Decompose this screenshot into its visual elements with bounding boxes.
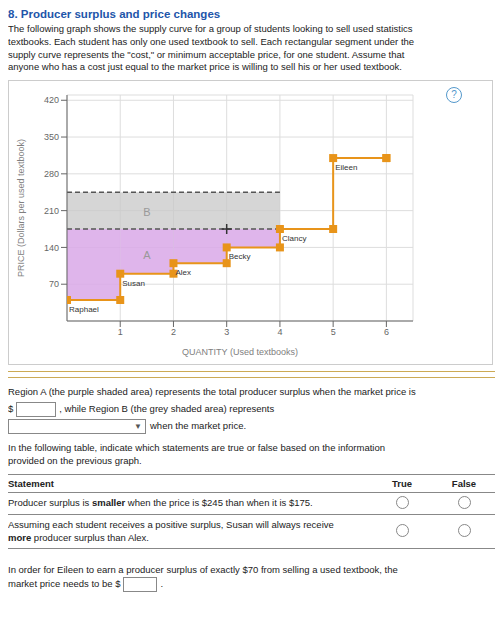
svg-text:Susan: Susan <box>122 279 145 288</box>
html-text:when the market price.: when the market price. <box>150 420 247 432</box>
html-text:True: True <box>392 477 412 489</box>
svg-text:Clancy: Clancy <box>282 234 306 243</box>
html-text:Producer surplus is smaller wh: Producer surplus is smaller when the pri… <box>8 496 313 508</box>
html-text:In order for Eileen to earn a: In order for Eileen to earn a producer s… <box>8 564 398 590</box>
svg-text:280: 280 <box>44 169 59 179</box>
html-text:The following graph shows the: The following graph shows the supply cur… <box>8 23 415 73</box>
svg-text:B: B <box>143 206 150 218</box>
svg-text:210: 210 <box>44 206 59 216</box>
svg-text:A: A <box>143 250 151 262</box>
html-text:Region A (the purple shaded ar: Region A (the purple shaded area) repres… <box>8 386 416 398</box>
html-text:False: False <box>451 477 477 489</box>
svg-text:Alex: Alex <box>175 268 191 277</box>
svg-text:1: 1 <box>118 328 123 338</box>
svg-text:2: 2 <box>171 328 176 338</box>
svg-text:350: 350 <box>44 132 59 142</box>
svg-text:5: 5 <box>331 328 336 338</box>
svg-text:PRICE (Dollars per used textbo: PRICE (Dollars per used textbook) <box>16 139 26 277</box>
svg-text:Becky: Becky <box>229 253 251 262</box>
html-text:, while Region B (the grey sha: , while Region B (the grey shaded area) … <box>59 403 275 415</box>
svg-text:4: 4 <box>277 328 282 338</box>
svg-text:70: 70 <box>49 280 59 290</box>
html-text:Assuming each student receives: Assuming each student receives a positiv… <box>8 518 334 530</box>
html-text:8. Producer surplus and price: 8. Producer surplus and price changes <box>8 8 221 20</box>
svg-text:420: 420 <box>44 96 59 106</box>
html-text:Statement: Statement <box>8 477 54 489</box>
svg-text:Eileen: Eileen <box>335 163 357 172</box>
html-text:more producer surplus than Ale: more producer surplus than Alex. <box>8 531 149 543</box>
html-text:In the following table, indica: In the following table, indicate which s… <box>8 442 386 467</box>
svg-text:6: 6 <box>384 328 389 338</box>
svg-text:Raphael: Raphael <box>69 305 99 314</box>
svg-text:QUANTITY (Used textbooks): QUANTITY (Used textbooks) <box>182 347 298 357</box>
svg-text:3: 3 <box>224 328 229 338</box>
svg-text:140: 140 <box>44 243 59 253</box>
